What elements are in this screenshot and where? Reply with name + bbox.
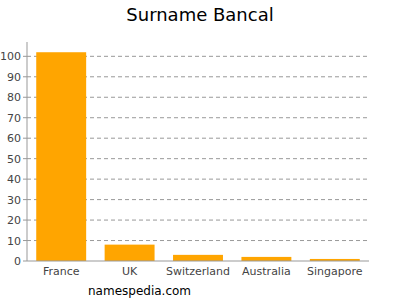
tick-mark	[23, 261, 27, 262]
tick-mark	[23, 179, 27, 180]
annotation: namespedia.com	[88, 284, 191, 298]
bars	[36, 52, 360, 261]
chart: Surname Bancal 0 10 20 30 40 50 60 70 80 90 100 Fran…	[0, 0, 400, 300]
x-tick-label: UK	[122, 265, 138, 278]
y-tick-label: 10	[7, 235, 21, 248]
tick-mark	[23, 76, 27, 77]
tick-mark	[23, 117, 27, 118]
x-axis	[27, 261, 369, 262]
y-axis	[27, 42, 28, 261]
tick-mark	[23, 199, 27, 200]
y-tick-label: 80	[7, 91, 21, 104]
y-tick-label: 30	[7, 194, 21, 207]
y-tick-label: 100	[0, 50, 21, 63]
y-tick-label: 70	[7, 112, 21, 125]
tick-mark	[23, 97, 27, 98]
y-tick-label: 40	[7, 173, 21, 186]
y-tick-label: 20	[7, 214, 21, 227]
bar	[173, 255, 223, 261]
x-tick-label: Singapore	[307, 265, 363, 278]
y-tick-label: 60	[7, 132, 21, 145]
tick-mark	[23, 220, 27, 221]
y-tick-label: 90	[7, 71, 21, 84]
tick-mark	[23, 56, 27, 57]
bar	[105, 245, 155, 261]
tick-mark	[23, 240, 27, 241]
y-tick-label: 0	[14, 255, 21, 268]
x-tick-label: Switzerland	[166, 265, 230, 278]
title: Surname Bancal	[126, 4, 273, 25]
x-tick-label: France	[43, 265, 80, 278]
tick-mark	[23, 158, 27, 159]
x-tick-label: Australia	[242, 265, 291, 278]
y-tick-label: 50	[7, 153, 21, 166]
tick-mark	[23, 138, 27, 139]
bar	[241, 257, 291, 261]
bar	[36, 52, 86, 261]
